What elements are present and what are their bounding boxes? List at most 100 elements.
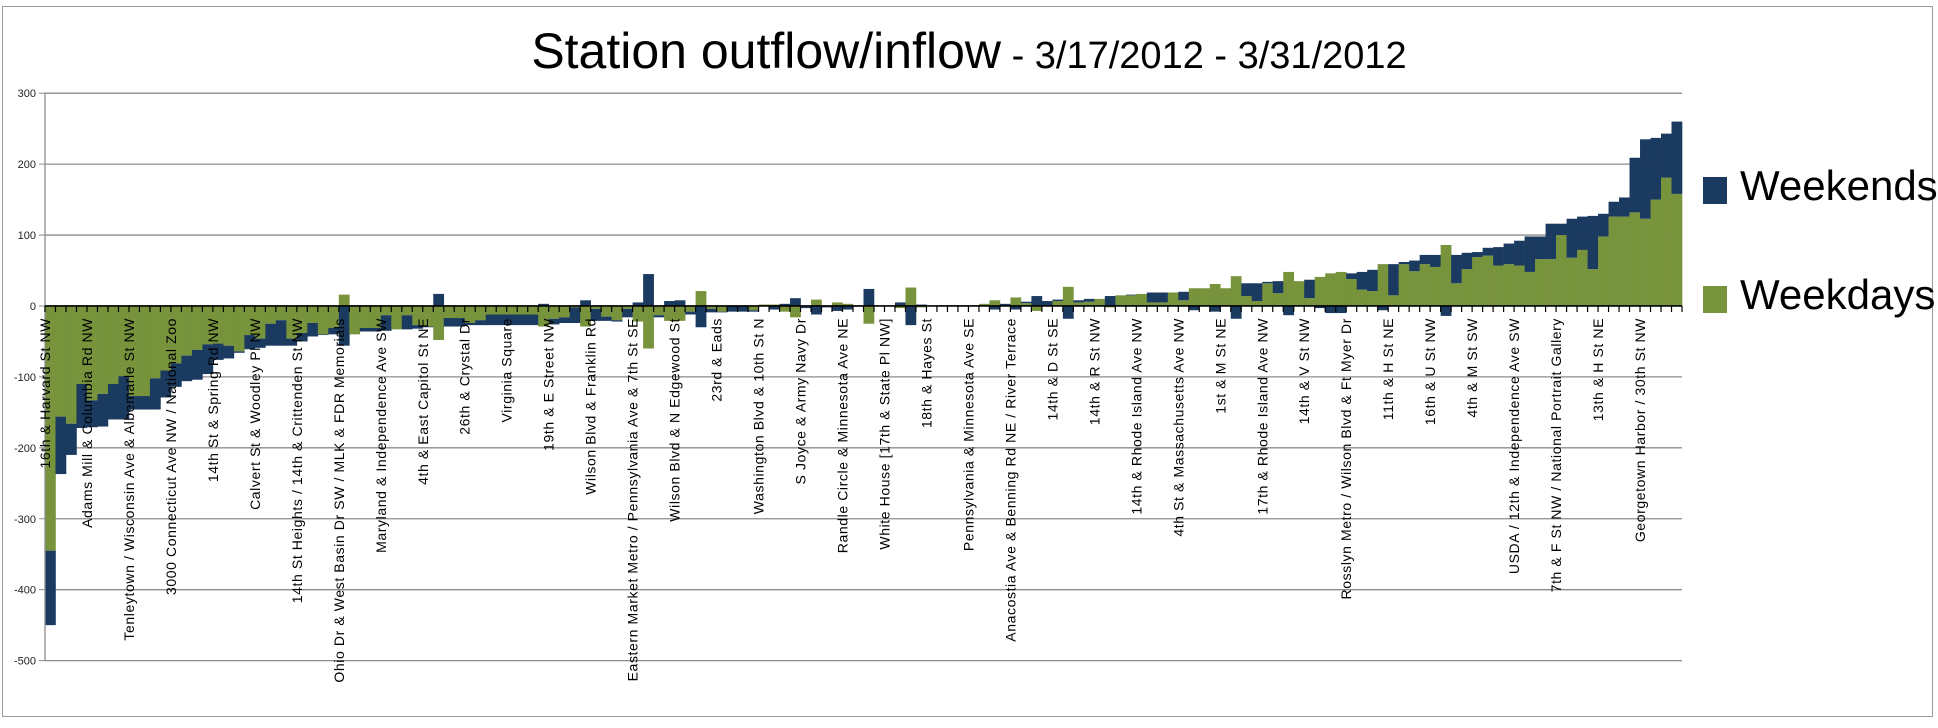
bar-weekdays	[422, 305, 434, 327]
bar-weekends	[706, 308, 717, 313]
bar-weekdays	[254, 305, 266, 339]
bar-weekends	[1031, 296, 1043, 306]
x-tick-label: 4th St & Massachusetts Ave NW	[1170, 318, 1186, 537]
x-tick-label: 23rd & Eads	[709, 318, 725, 402]
x-tick-label: Tenleytown / Wisconsin Ave & Albemarle S…	[121, 318, 137, 641]
bar-weekdays	[380, 305, 392, 316]
bar-weekends	[1472, 252, 1483, 258]
x-tick-label: Ohio Dr & West Basin Dr SW / MLK & FDR M…	[331, 318, 347, 683]
x-tick-label: 16th & Harvard St NW	[37, 318, 53, 469]
bar-weekdays	[1335, 271, 1347, 306]
bar-weekdays	[1619, 216, 1630, 306]
bar-weekends	[244, 335, 256, 350]
bar-weekends	[443, 318, 455, 327]
bar-weekdays	[307, 305, 319, 323]
bar-weekdays	[160, 305, 172, 371]
bar-weekdays	[989, 300, 1001, 306]
bar-weekends	[433, 293, 445, 306]
chart-title: Station outflow/inflow - 3/17/2012 - 3/3…	[0, 22, 1938, 80]
bar-weekends	[790, 298, 801, 306]
x-tick-label: Maryland & Independence Ave SW	[373, 318, 389, 553]
axes	[39, 92, 1683, 662]
bar-weekends	[1640, 139, 1651, 219]
bar-weekends	[685, 311, 696, 315]
x-tick-label: 13th & H St NE	[1590, 318, 1606, 421]
bar-weekends	[107, 383, 119, 420]
bar-weekdays	[317, 305, 329, 335]
x-tick-label: 14th St & Spring Rd NW	[205, 318, 221, 482]
bar-weekdays	[191, 305, 203, 350]
bar-weekends	[475, 320, 487, 326]
bar-weekends	[1661, 133, 1672, 178]
bar-weekends	[55, 416, 67, 475]
bar-weekdays	[863, 305, 875, 324]
bar-weekends	[139, 396, 151, 410]
x-tick-label: 3000 Connecticut Ave NW / National Zoo	[163, 318, 179, 595]
bar-weekdays	[1577, 249, 1588, 306]
bar-weekends	[1430, 254, 1441, 267]
bar-weekdays	[905, 287, 917, 306]
y-tick-label: -400	[14, 585, 36, 597]
x-tick-label: 26th & Crystal Dr	[457, 318, 473, 435]
bar-weekdays	[790, 305, 801, 318]
bar-weekdays	[538, 305, 549, 327]
bar-weekdays	[391, 305, 403, 330]
legend-swatch-weekdays	[1703, 286, 1727, 313]
bar-weekends	[1209, 305, 1221, 312]
bar-weekends	[422, 326, 434, 328]
bar-weekends	[1262, 281, 1274, 284]
bar-weekends	[464, 322, 476, 326]
bar-weekdays	[1356, 289, 1368, 306]
x-tick-label: Pennsylvania & Minnesota Ave SE	[960, 318, 976, 551]
x-tick-label: 14th & D St SE	[1044, 318, 1060, 421]
bar-weekends	[548, 318, 560, 325]
bar-weekdays	[517, 305, 529, 315]
bar-weekdays	[233, 305, 245, 352]
bar-weekends	[622, 308, 633, 318]
x-tick-label: Wilson Blvd & N Edgewood St	[667, 318, 683, 522]
bar-weekdays	[1209, 283, 1221, 306]
x-tick-label: 4th & M St SW	[1464, 318, 1480, 418]
bar-weekends	[1535, 236, 1546, 260]
bar-weekends	[1556, 223, 1567, 236]
bar-weekdays	[1535, 259, 1546, 306]
bar-weekdays	[202, 305, 214, 345]
bar-weekends	[1398, 262, 1410, 265]
bar-weekends	[1482, 247, 1494, 256]
bar-weekdays	[978, 303, 990, 306]
bar-weekends	[769, 305, 780, 310]
x-tick-label: Calvert St & Woodley Pl NW	[247, 318, 263, 510]
bar-weekends	[338, 305, 350, 346]
bar-weekends	[506, 314, 518, 326]
bar-weekdays	[45, 305, 56, 551]
bar-weekends	[1356, 271, 1368, 290]
bar-weekends	[653, 315, 665, 318]
legend-item-weekdays: Weekdays	[1703, 274, 1935, 316]
bar-weekends	[832, 305, 843, 311]
bar-weekdays	[1314, 276, 1326, 306]
bar-weekends	[1671, 121, 1683, 194]
x-tick-label: 17th & Rhode Island Ave NW	[1254, 318, 1270, 515]
x-tick-label: 19th & E Street NW	[541, 318, 557, 451]
x-tick-label: Adams Mill & Columbia Rd NW	[79, 318, 95, 528]
bar-weekdays	[832, 302, 843, 306]
bar-weekdays	[401, 305, 413, 316]
bar-weekdays	[685, 305, 696, 312]
bar-weekends	[1241, 283, 1253, 297]
bar-weekends	[212, 343, 224, 360]
bar-weekdays	[1325, 273, 1337, 306]
bar-weekends	[359, 327, 371, 332]
bar-weekdays	[1230, 276, 1242, 306]
bar-weekends	[527, 314, 539, 326]
bar-weekends	[1283, 305, 1295, 316]
bar-weekends	[265, 323, 277, 346]
x-tick-label: 7th & F St NW / National Portrait Galler…	[1548, 318, 1564, 592]
bar-weekdays	[1377, 264, 1389, 306]
bar-weekdays	[454, 305, 466, 319]
bar-weekdays	[748, 305, 759, 311]
bar-weekends	[1367, 269, 1378, 292]
bar-weekdays	[506, 305, 518, 315]
bar-weekdays	[1020, 303, 1032, 306]
bar-weekends	[191, 349, 203, 380]
bar-weekends	[1451, 254, 1462, 284]
